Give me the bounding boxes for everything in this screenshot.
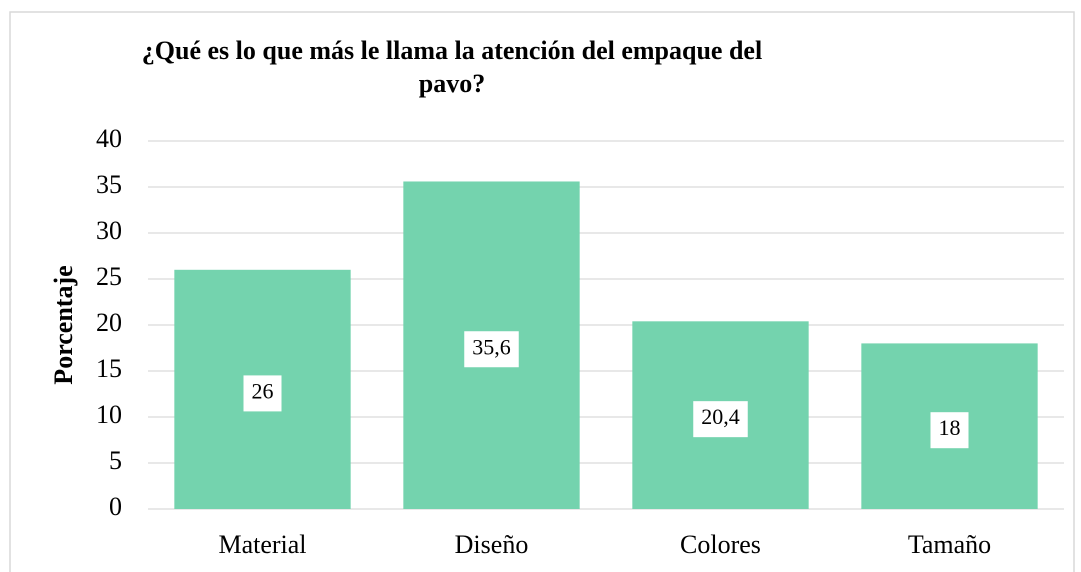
data-label: 26 [252, 378, 274, 403]
x-tick-label: Diseño [455, 530, 529, 559]
data-label: 18 [939, 415, 961, 440]
x-tick-label: Tamaño [908, 530, 991, 559]
y-tick-label: 25 [96, 262, 122, 291]
data-label-box [693, 401, 748, 438]
y-tick-label: 15 [96, 354, 122, 383]
y-tick-label: 0 [109, 492, 122, 521]
chart-title: ¿Qué es lo que más le llama la atención … [141, 36, 763, 98]
y-tick-label: 40 [96, 124, 122, 153]
x-tick-label: Material [218, 530, 306, 559]
data-label-box [930, 412, 969, 449]
x-tick-label: Colores [680, 530, 761, 559]
data-label-box [243, 375, 282, 412]
data-label: 35,6 [472, 334, 511, 359]
y-tick-label: 20 [96, 308, 122, 337]
y-tick-label: 35 [96, 170, 122, 199]
y-tick-label: 10 [96, 400, 122, 429]
data-label-box [464, 331, 519, 368]
y-axis-label: Porcentaje [49, 265, 78, 384]
chart-border [9, 11, 1075, 572]
y-tick-label: 30 [96, 216, 122, 245]
y-tick-label: 5 [109, 446, 122, 475]
data-label: 20,4 [701, 404, 740, 429]
